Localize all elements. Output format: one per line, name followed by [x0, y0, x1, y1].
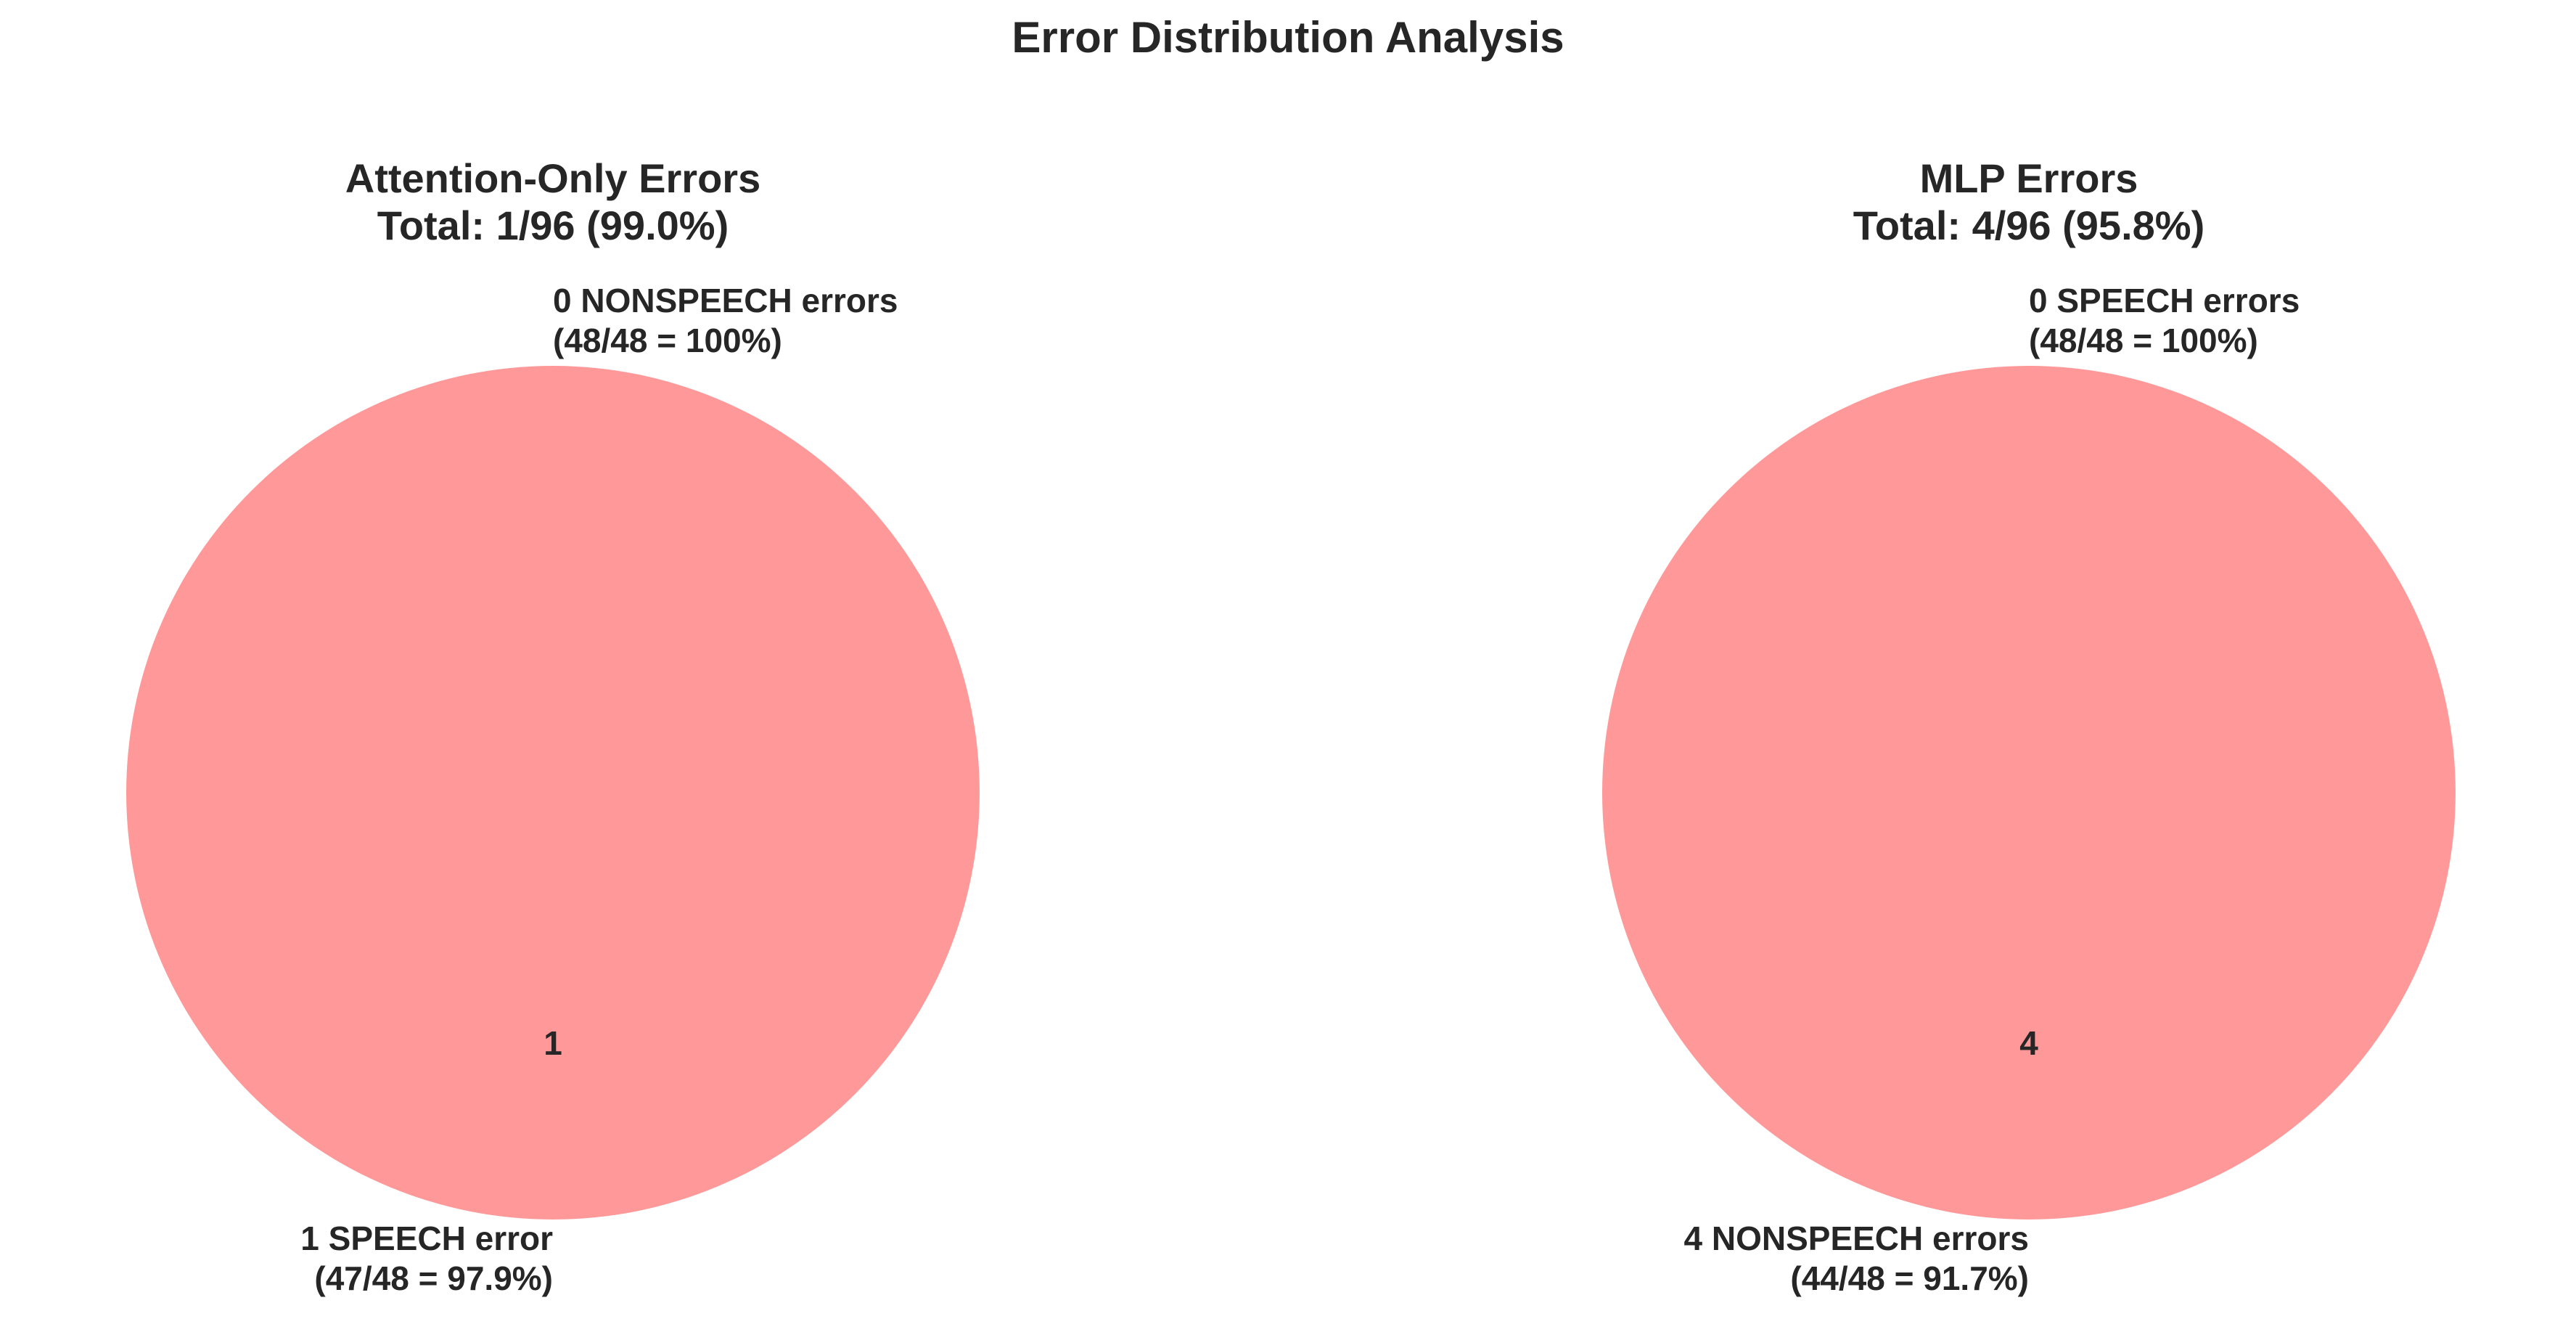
- slice-value-label: 4: [2019, 1024, 2038, 1062]
- slice-label-speech-line1: 1 SPEECH error: [300, 1220, 553, 1257]
- pie-slices: [1602, 366, 2456, 1220]
- pie-slice: [1602, 366, 2456, 1220]
- slice-label-nonspeech-line1: 4 NONSPEECH errors: [1684, 1220, 2030, 1257]
- pie-title-line2: Total: 4/96 (95.8%): [1853, 203, 2204, 248]
- slice-label-nonspeech-line2: (48/48 = 100%): [553, 322, 782, 359]
- pie-title-line1: MLP Errors: [1920, 155, 2138, 201]
- slice-label-speech-line2: (48/48 = 100%): [2029, 322, 2258, 359]
- pie-title-line1: Attention-Only Errors: [345, 155, 760, 201]
- figure-title: Error Distribution Analysis: [1012, 13, 1564, 62]
- slice-value-label: 1: [543, 1024, 562, 1062]
- pie-chart-mlp: MLP Errors Total: 4/96 (95.8%) 0 SPEECH …: [1602, 155, 2456, 1297]
- slice-label-nonspeech-line2: (44/48 = 91.7%): [1790, 1259, 2029, 1297]
- slice-label-nonspeech-line1: 0 NONSPEECH errors: [553, 282, 898, 319]
- pie-slices: [126, 366, 980, 1220]
- pie-chart-attention-only: Attention-Only Errors Total: 1/96 (99.0%…: [126, 155, 980, 1297]
- pie-title-line2: Total: 1/96 (99.0%): [377, 203, 729, 248]
- slice-label-speech-line1: 0 SPEECH errors: [2029, 282, 2300, 319]
- slice-label-speech-line2: (47/48 = 97.9%): [314, 1259, 553, 1297]
- pie-slice: [126, 366, 980, 1220]
